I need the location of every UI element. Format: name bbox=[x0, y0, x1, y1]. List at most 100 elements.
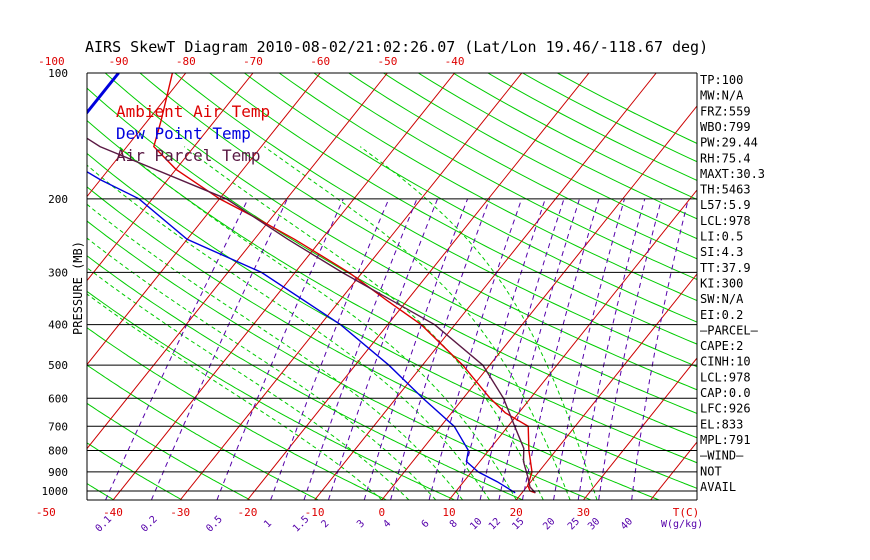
index-label: MW:N/A bbox=[700, 89, 744, 103]
mixing-ratio-tick: 10 bbox=[468, 516, 484, 532]
dry-adiabat bbox=[382, 73, 697, 240]
mixing-ratio-line bbox=[105, 198, 249, 500]
mixing-ratio-tick: 0.2 bbox=[139, 514, 160, 535]
mixing-ratio-tick: 0.5 bbox=[204, 514, 225, 535]
mixing-ratio-line bbox=[363, 198, 469, 500]
dry-adiabat bbox=[87, 186, 659, 500]
mixing-ratio-axis-label: W(g/kg) bbox=[661, 519, 703, 530]
dry-adiabat bbox=[87, 220, 591, 500]
bottom-temp-tick: 20 bbox=[510, 506, 523, 519]
index-label: TP:100 bbox=[700, 73, 743, 87]
index-label: —PARCEL— bbox=[700, 323, 759, 337]
dry-adiabat bbox=[208, 73, 697, 345]
index-label: LI:0.5 bbox=[700, 230, 743, 244]
dry-adiabat bbox=[243, 73, 697, 323]
mixing-ratio-line bbox=[522, 198, 600, 500]
top-temp-tick: -50 bbox=[377, 55, 397, 68]
index-label: TH:5463 bbox=[700, 183, 751, 197]
bottom-temp-tick: 0 bbox=[378, 506, 385, 519]
pressure-tick-label: 400 bbox=[48, 319, 68, 332]
mixing-ratio-tick: 12 bbox=[487, 516, 503, 532]
x-axis-label: T(C) bbox=[673, 506, 700, 519]
moist-adiabat bbox=[359, 146, 598, 500]
bottom-temp-tick: -30 bbox=[170, 506, 190, 519]
index-label: L57:5.9 bbox=[700, 198, 751, 212]
dry-adiabat bbox=[313, 73, 697, 281]
pressure-tick-label: 600 bbox=[48, 392, 68, 405]
mixing-ratio-line bbox=[428, 198, 523, 500]
isotherm bbox=[87, 73, 388, 450]
pressure-tick-label: 100 bbox=[48, 67, 68, 80]
mixing-ratio-line bbox=[553, 198, 625, 500]
top-temp-tick: -40 bbox=[445, 55, 465, 68]
isotherm bbox=[179, 73, 523, 500]
top-temp-tick: -70 bbox=[243, 55, 263, 68]
index-label: RH:75.4 bbox=[700, 151, 751, 165]
pressure-tick-label: 1000 bbox=[42, 485, 69, 498]
mixing-ratio-line bbox=[151, 198, 288, 500]
mixing-ratio-line bbox=[631, 198, 689, 500]
dry-adiabat bbox=[347, 73, 697, 260]
index-label: NOT bbox=[700, 464, 722, 478]
isotherm bbox=[247, 73, 590, 500]
dry-adiabat bbox=[87, 255, 523, 500]
dry-adiabat bbox=[87, 364, 319, 500]
index-label: MAXT:30.3 bbox=[700, 167, 765, 181]
dew-point-line bbox=[87, 73, 516, 494]
isotherm bbox=[87, 73, 321, 366]
bottom-temp-tick: -10 bbox=[305, 506, 325, 519]
dry-adiabat bbox=[87, 152, 697, 489]
isotherm bbox=[87, 73, 254, 282]
legend-entry: Ambient Air Temp bbox=[116, 102, 270, 121]
mixing-ratio-tick: 8 bbox=[448, 518, 460, 530]
mixing-ratio-tick: 3 bbox=[355, 518, 367, 530]
moist-adiabat bbox=[263, 146, 571, 500]
pressure-tick-label: 300 bbox=[48, 266, 68, 279]
isotherm bbox=[87, 73, 119, 114]
index-label: LCL:978 bbox=[700, 370, 751, 384]
dry-adiabat bbox=[486, 73, 697, 181]
pressure-tick-label: 800 bbox=[48, 444, 68, 457]
pressure-tick-label: 200 bbox=[48, 193, 68, 206]
top-temp-tick: -60 bbox=[310, 55, 330, 68]
index-label: LCL:978 bbox=[700, 214, 751, 228]
mixing-ratio-line bbox=[390, 198, 491, 500]
index-label: —WIND— bbox=[700, 449, 744, 463]
index-label: KI:300 bbox=[700, 276, 743, 290]
isotherm bbox=[314, 73, 657, 500]
mixing-ratio-line bbox=[328, 198, 439, 500]
pressure-tick-label: 900 bbox=[48, 466, 68, 479]
dry-adiabat bbox=[278, 73, 697, 302]
dry-adiabat bbox=[0, 64, 46, 500]
index-label: SW:N/A bbox=[700, 292, 744, 306]
dry-adiabat bbox=[87, 290, 455, 500]
dew-point-upper-line bbox=[87, 73, 120, 115]
index-label: LFC:926 bbox=[700, 402, 751, 416]
top-temp-tick: -80 bbox=[176, 55, 196, 68]
index-label: WBO:799 bbox=[700, 120, 751, 134]
top-temp-tick: -100 bbox=[38, 55, 65, 68]
pressure-tick-label: 500 bbox=[48, 359, 68, 372]
bottom-temp-tick: -40 bbox=[103, 506, 123, 519]
parcel-temp-line bbox=[87, 137, 536, 494]
bottom-temp-tick: -20 bbox=[237, 506, 257, 519]
index-label: TT:37.9 bbox=[700, 261, 751, 275]
dry-adiabat bbox=[87, 119, 697, 464]
dry-adiabat bbox=[87, 402, 251, 500]
mixing-ratio-line bbox=[457, 198, 546, 500]
isotherm bbox=[583, 357, 697, 500]
index-label: FRZ:559 bbox=[700, 104, 751, 118]
dry-adiabat bbox=[87, 87, 697, 439]
dry-adiabat bbox=[417, 73, 697, 220]
top-temp-tick: -90 bbox=[109, 55, 129, 68]
index-label: EL:833 bbox=[700, 417, 743, 431]
bottom-temp-tick: -50 bbox=[36, 506, 56, 519]
mixing-ratio-line bbox=[270, 198, 390, 500]
mixing-ratio-line bbox=[498, 198, 580, 500]
index-label: CAPE:2 bbox=[700, 339, 743, 353]
mixing-ratio-line bbox=[303, 198, 418, 500]
bottom-temp-tick: 10 bbox=[442, 506, 455, 519]
legend-entry: Dew Point Temp bbox=[116, 124, 251, 143]
mixing-ratio-tick: 4 bbox=[381, 518, 393, 530]
